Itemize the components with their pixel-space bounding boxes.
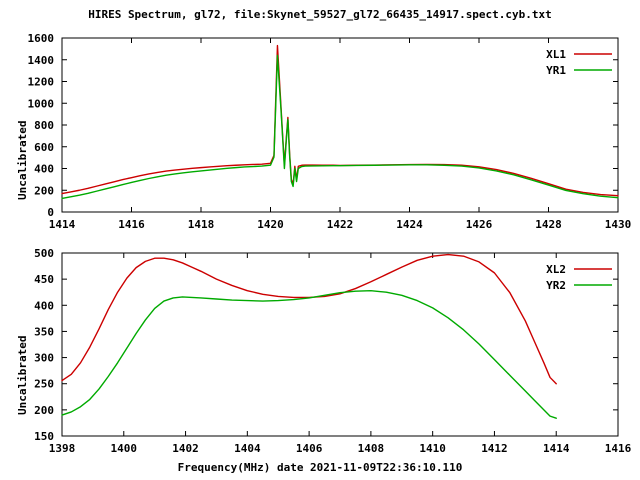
top-plot-svg: 1414 1416 1418 1420 1422 1424 1426 1428 1430 0 200…	[28, 32, 632, 231]
y-tick-label: 200	[34, 404, 54, 417]
x-tick-label: 1404	[234, 442, 261, 455]
y-tick-label: 400	[34, 163, 54, 176]
x-tick-label: 1398	[49, 442, 76, 455]
x-tick-label: 1412	[481, 442, 508, 455]
y-tick-label: 400	[34, 299, 54, 312]
x-tick-label: 1420	[257, 218, 284, 231]
legend-entry-label: YR1	[546, 64, 566, 77]
x-tick-label: 1416	[118, 218, 145, 231]
x-tick-label: 1418	[188, 218, 215, 231]
y-tick-label: 0	[47, 206, 54, 219]
data-series-line	[61, 289, 557, 419]
x-tick-label: 1424	[396, 218, 423, 231]
legend-entry-label: YR2	[546, 279, 566, 292]
x-tick-label: 1430	[605, 218, 632, 231]
x-tick-label: 1406	[296, 442, 323, 455]
x-tick-label: 1408	[358, 442, 385, 455]
plot-frame	[61, 37, 619, 213]
y-tick-label: 200	[34, 184, 54, 197]
y-tick-label: 350	[34, 325, 54, 338]
y-tick-label: 250	[34, 378, 54, 391]
y-tick-label: 1400	[28, 54, 55, 67]
legend-entry-label: XL2	[546, 263, 566, 276]
y-tick-label: 450	[34, 273, 54, 286]
figure-title: HIRES Spectrum, gl72, file:Skynet_59527_…	[88, 8, 552, 21]
bottom-plot-panel: 1398 1400 1402 1404 1406 1408 1410 1412 1414 1416…	[0, 238, 640, 463]
legend-entry-label: XL1	[546, 48, 566, 61]
x-tick-label: 1428	[535, 218, 562, 231]
data-series-line	[61, 44, 619, 197]
y-tick-label: 500	[34, 247, 54, 260]
y-tick-label: 1600	[28, 32, 55, 45]
y-tick-label: 800	[34, 119, 54, 132]
bottom-plot-svg: 1398 1400 1402 1404 1406 1408 1410 1412 1414 1416…	[34, 247, 632, 455]
data-series-line	[61, 54, 619, 200]
plot-frame	[61, 252, 619, 437]
x-tick-label: 1422	[327, 218, 354, 231]
x-tick-label: 1414	[543, 442, 570, 455]
data-series-line	[61, 253, 557, 385]
y-tick-label: 600	[34, 141, 54, 154]
x-tick-label: 1402	[172, 442, 199, 455]
x-axis-label: Frequency(MHz) date 2021-11-09T22:36:10.…	[177, 461, 463, 474]
x-tick-label: 1400	[111, 442, 138, 455]
y-tick-label: 150	[34, 430, 54, 443]
y-tick-label: 300	[34, 352, 54, 365]
y-tick-label: 1200	[28, 76, 55, 89]
x-tick-label: 1416	[605, 442, 632, 455]
top-plot-panel: 1414 1416 1418 1420 1422 1424 1426 1428 1430 0 200…	[28, 32, 632, 231]
x-tick-label: 1426	[466, 218, 493, 231]
y-tick-label: 1000	[28, 97, 55, 110]
x-tick-label: 1414	[49, 218, 76, 231]
x-tick-label: 1410	[419, 442, 446, 455]
